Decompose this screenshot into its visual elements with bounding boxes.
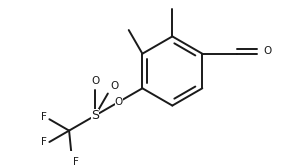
Text: O: O [263,46,272,56]
Text: F: F [73,157,79,166]
Text: O: O [91,76,99,85]
Text: F: F [41,137,47,147]
Text: F: F [41,112,47,122]
Text: O: O [111,81,119,91]
Text: O: O [115,97,123,107]
Text: S: S [91,109,99,122]
